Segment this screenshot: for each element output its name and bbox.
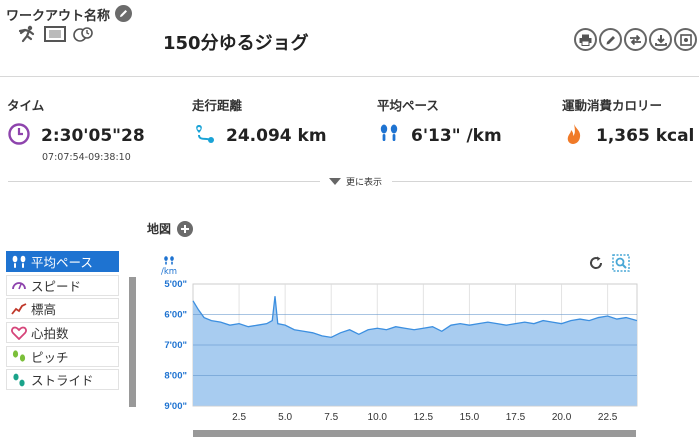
stat-pace-label: 平均ペース	[377, 98, 439, 113]
y-axis-unit: /km	[161, 256, 177, 277]
map-label: 地図	[147, 222, 172, 236]
route-icon	[192, 122, 216, 150]
film-icon	[44, 25, 66, 43]
metric-pace[interactable]: 平均ペース	[6, 251, 119, 272]
stat-distance-label: 走行距離	[192, 98, 243, 113]
x-tick-label: 12.5	[414, 412, 434, 423]
edit-icon[interactable]	[599, 28, 622, 51]
more-divider-right	[392, 181, 692, 182]
metric-stride[interactable]: ストライド	[6, 369, 119, 391]
workout-name-label: ワークアウト名称	[6, 9, 111, 24]
swap-icon[interactable]	[624, 28, 647, 51]
metric-speed-label: スピード	[31, 278, 82, 294]
x-tick-label: 10.0	[368, 412, 388, 423]
y-axis-unit-label: /km	[161, 267, 178, 277]
speed-icon	[12, 282, 26, 290]
chart-scrollbar[interactable]	[193, 430, 636, 437]
metric-pace-label: 平均ペース	[31, 255, 93, 270]
stat-distance-value: 24.094 km	[226, 126, 327, 146]
x-tick-label: 15.0	[460, 412, 480, 423]
clock-icon	[7, 122, 31, 150]
print-icon[interactable]	[574, 28, 597, 51]
show-more-button[interactable]: 更に表示	[328, 175, 382, 188]
elevation-icon	[11, 303, 27, 315]
footprints-icon	[377, 122, 401, 150]
stat-calories-value: 1,365 kcal	[596, 126, 695, 146]
heart-icon	[11, 326, 27, 340]
metric-pitch-label: ピッチ	[31, 349, 69, 365]
chevron-down-icon	[329, 178, 341, 185]
pace-icon	[12, 255, 26, 268]
more-divider-left	[8, 181, 320, 182]
download-icon[interactable]	[649, 28, 672, 51]
zoom-icon[interactable]	[612, 254, 630, 272]
stat-pace-value: 6'13" /km	[411, 126, 502, 146]
stat-time-value: 2:30'05"28	[41, 126, 145, 146]
plus-icon[interactable]	[177, 221, 193, 237]
workout-type-icons	[16, 24, 94, 44]
stat-time: タイム 2:30'05"28 07:07:54-09:38:10	[7, 95, 145, 163]
x-tick-label: 7.5	[324, 412, 338, 423]
stride-icon	[13, 373, 25, 387]
pace-area	[193, 296, 637, 406]
metric-speed[interactable]: スピード	[6, 274, 119, 296]
stat-time-range: 07:07:54-09:38:10	[42, 152, 131, 163]
workout-title: 150分ゆるジョグ	[163, 33, 309, 54]
header-divider	[0, 76, 699, 77]
action-toolbar	[574, 28, 697, 51]
share-icon[interactable]	[674, 28, 697, 51]
stat-time-label: タイム	[7, 98, 45, 113]
metric-list: 平均ペース スピード 標高 心拍数 ピッチ ストライド	[6, 251, 119, 393]
x-tick-label: 20.0	[552, 412, 572, 423]
stat-distance: 走行距離 24.094 km	[192, 95, 327, 150]
stat-pace: 平均ペース 6'13" /km	[377, 95, 502, 150]
pitch-icon	[12, 350, 26, 362]
x-tick-label: 17.5	[506, 412, 526, 423]
metric-elevation[interactable]: 標高	[6, 298, 119, 320]
x-tick-label: 2.5	[232, 412, 246, 423]
chart-tools	[588, 254, 630, 272]
y-tick-label: 8'00"	[164, 371, 187, 382]
metric-stride-label: ストライド	[31, 373, 94, 389]
y-tick-label: 9'00"	[164, 401, 187, 412]
metric-heart-rate-label: 心拍数	[31, 326, 69, 342]
pace-line	[192, 296, 638, 339]
y-tick-label: 6'00"	[164, 310, 187, 321]
metric-elevation-label: 標高	[31, 302, 57, 318]
footprints-small-icon	[164, 256, 174, 265]
metric-pitch[interactable]: ピッチ	[6, 345, 119, 367]
stopwatch-icon	[72, 25, 94, 43]
edit-name-icon[interactable]	[115, 5, 132, 22]
runner-icon	[16, 25, 38, 43]
show-more-label: 更に表示	[346, 178, 383, 188]
stat-calories: 運動消費カロリー 1,365 kcal	[562, 95, 694, 150]
y-tick-label: 7'00"	[164, 340, 187, 351]
x-tick-label: 22.5	[598, 412, 618, 423]
x-tick-label: 5.0	[278, 412, 292, 423]
flame-icon	[562, 122, 586, 150]
metric-list-scrollbar[interactable]	[129, 277, 136, 407]
metric-heart-rate[interactable]: 心拍数	[6, 322, 119, 344]
reset-icon[interactable]	[588, 255, 604, 271]
y-tick-label: 5'00"	[164, 279, 187, 290]
stat-calories-label: 運動消費カロリー	[562, 98, 663, 113]
pace-chart[interactable]: 5'00" 6'00" 7'00" 8'00" 9'00" 2.5 5.0 7.5 10.0 12…	[155, 276, 645, 426]
